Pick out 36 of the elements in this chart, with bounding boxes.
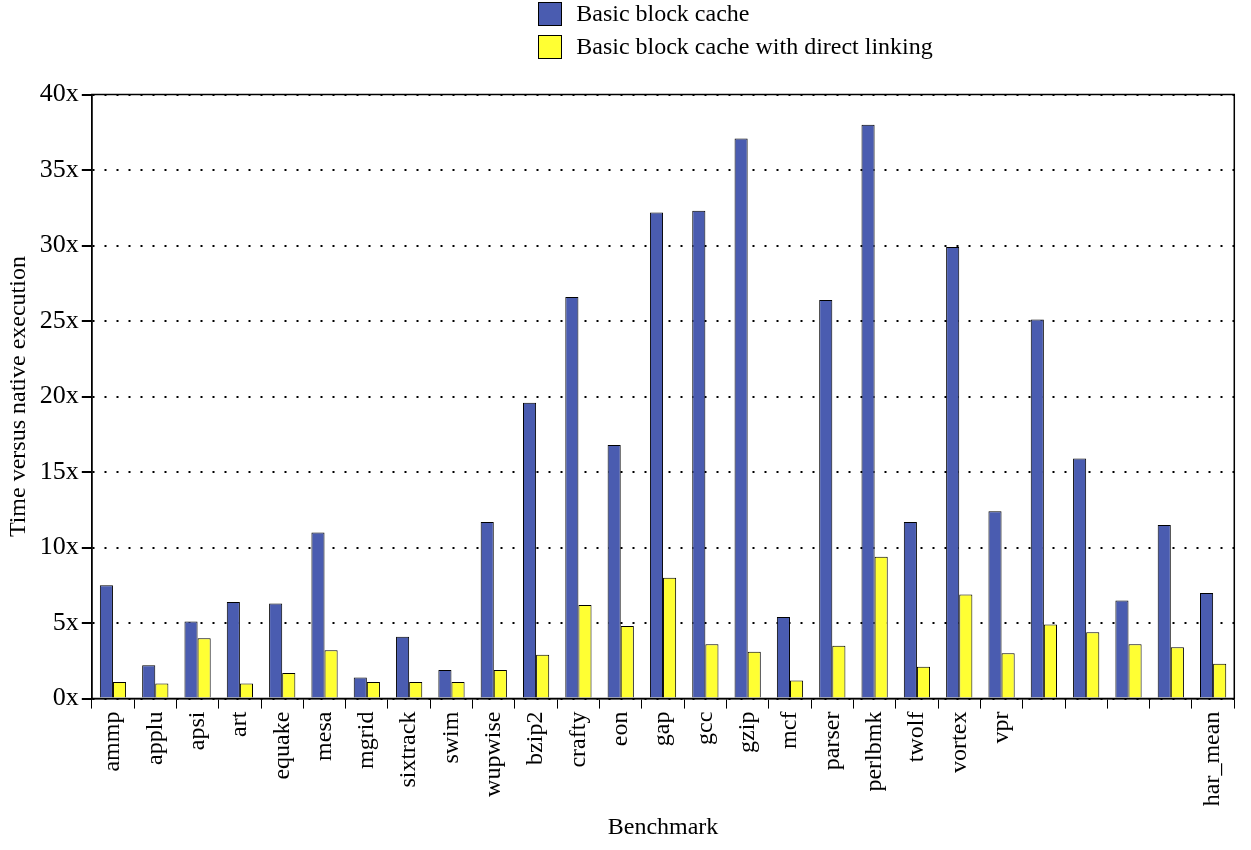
y-tick-label: 25x <box>39 304 79 334</box>
x-tick-label: mesa <box>309 711 336 761</box>
y-tick-label: 30x <box>39 229 79 259</box>
x-tick-label: bzip2 <box>521 711 548 765</box>
y-axis-title: Time versus native execution <box>3 256 30 538</box>
x-tick-label: vpr <box>986 711 1013 744</box>
x-tick-label: crafty <box>563 711 590 768</box>
x-tick-label: ammp <box>98 711 125 772</box>
x-tick-label: mcf <box>775 711 802 749</box>
legend-label: Basic block cache <box>576 0 750 27</box>
x-tick-label: har_mean <box>1198 711 1225 807</box>
x-tick-label: sixtrack <box>394 711 421 788</box>
y-tick-label: 20x <box>39 380 79 410</box>
x-tick-label: art <box>225 711 252 737</box>
x-tick-label: gcc <box>690 711 717 745</box>
x-tick-label: equake <box>267 711 294 780</box>
y-tick-label: 5x <box>52 606 79 636</box>
y-tick-label: 0x <box>52 682 79 712</box>
x-tick-label: perlbmk <box>859 711 886 792</box>
x-tick-label: gap <box>648 711 675 747</box>
y-tick-label: 35x <box>39 153 79 183</box>
y-tick-label: 15x <box>39 455 79 485</box>
x-tick-label: vortex <box>944 711 971 773</box>
x-tick-label: applu <box>140 711 167 765</box>
x-tick-label: mgrid <box>352 711 379 769</box>
legend-label: Basic block cache with direct linking <box>576 33 933 60</box>
x-tick-label: eon <box>606 711 633 747</box>
y-tick-label: 10x <box>39 531 79 561</box>
y-tick-label: 40x <box>39 78 79 108</box>
x-tick-label: apsi <box>182 711 209 751</box>
x-tick-label: parser <box>817 711 844 771</box>
x-axis-title: Benchmark <box>607 812 719 839</box>
x-tick-label: wupwise <box>479 711 506 797</box>
x-tick-label: swim <box>436 711 463 764</box>
x-tick-label: twolf <box>902 711 929 763</box>
x-tick-label: gzip <box>732 711 759 753</box>
